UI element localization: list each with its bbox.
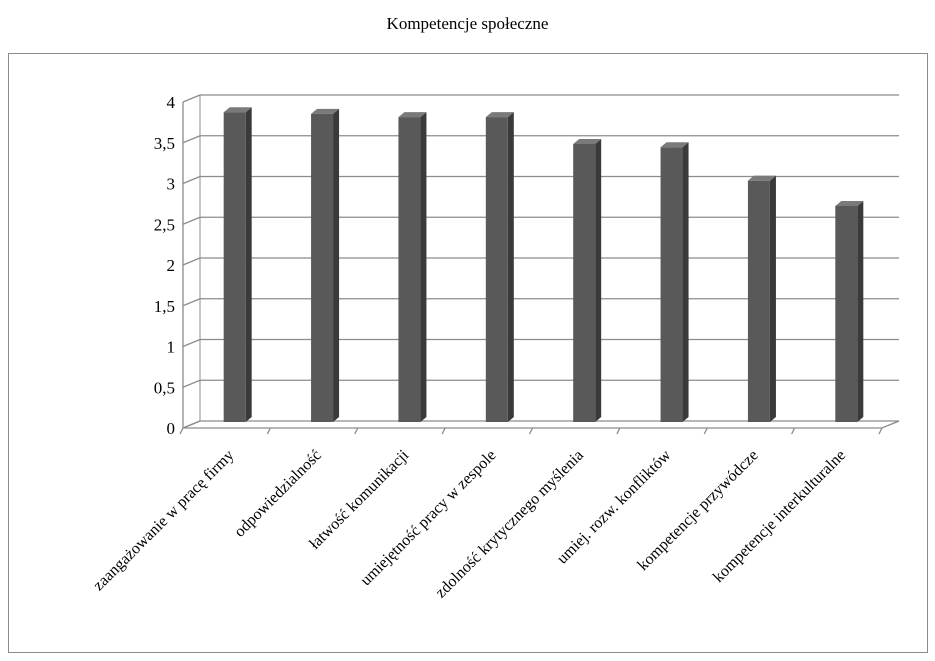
x-tick-label: odpowiedzialność bbox=[231, 447, 325, 541]
y-tick-label: 1,5 bbox=[154, 297, 175, 316]
bar-top bbox=[747, 175, 776, 181]
x-tick bbox=[703, 427, 708, 435]
bar-top bbox=[660, 142, 689, 148]
bar-side bbox=[507, 112, 514, 423]
bar bbox=[573, 144, 596, 422]
side-gridline bbox=[182, 175, 201, 185]
x-tick-label: zaangażowanie w pracę firmy bbox=[90, 447, 237, 594]
bar-side bbox=[333, 108, 340, 422]
bar-top bbox=[311, 108, 340, 114]
y-tick-label: 3 bbox=[167, 175, 176, 194]
x-tick bbox=[441, 427, 446, 435]
x-tick bbox=[354, 427, 359, 435]
y-tick-label: 0 bbox=[167, 419, 176, 438]
x-tick bbox=[791, 427, 796, 435]
bar-top bbox=[485, 112, 514, 118]
y-tick-label: 2 bbox=[167, 256, 176, 275]
bar bbox=[311, 113, 334, 422]
side-gridline bbox=[182, 257, 201, 266]
bar-top bbox=[835, 200, 864, 206]
bar bbox=[398, 117, 421, 423]
bar-side bbox=[769, 175, 776, 422]
y-tick-label: 3,5 bbox=[154, 134, 175, 153]
bar-top bbox=[398, 112, 427, 118]
bar-side bbox=[245, 107, 252, 422]
bar bbox=[835, 205, 858, 422]
x-tick-label: zdolność krytycznego myślenia bbox=[432, 447, 587, 602]
bar-side bbox=[595, 139, 602, 422]
chart-frame bbox=[8, 53, 928, 653]
y-tick-label: 4 bbox=[167, 93, 176, 112]
bar bbox=[485, 117, 508, 423]
bar bbox=[747, 180, 770, 422]
side-gridline bbox=[182, 135, 201, 144]
bar-side bbox=[420, 112, 427, 423]
x-tick bbox=[179, 427, 184, 435]
side-gridline bbox=[182, 379, 201, 388]
x-tick bbox=[878, 427, 883, 435]
side-gridline bbox=[182, 94, 201, 103]
bar bbox=[660, 147, 683, 422]
bar-top bbox=[223, 107, 252, 113]
x-tick bbox=[616, 427, 621, 435]
bar-side bbox=[682, 142, 689, 422]
y-tick-label: 2,5 bbox=[154, 215, 175, 234]
chart-floor bbox=[182, 420, 900, 429]
x-tick bbox=[266, 427, 271, 435]
y-tick-label: 1 bbox=[167, 338, 176, 357]
bar bbox=[223, 112, 246, 422]
side-gridline bbox=[182, 216, 201, 225]
chart-title: Kompetencje społeczne bbox=[386, 14, 549, 33]
y-tick-label: 0,5 bbox=[154, 378, 175, 397]
bar-top bbox=[573, 139, 602, 145]
side-gridline bbox=[182, 338, 201, 348]
side-gridline bbox=[182, 298, 201, 307]
x-tick bbox=[528, 427, 534, 435]
bar-side bbox=[857, 200, 864, 422]
